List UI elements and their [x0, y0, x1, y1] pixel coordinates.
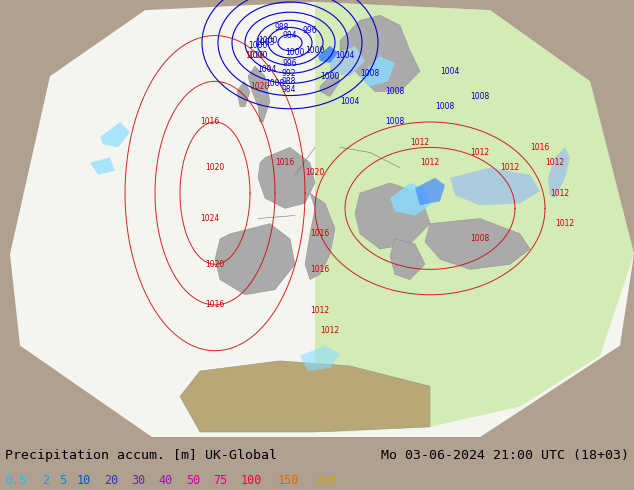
Text: 1008: 1008 — [385, 87, 404, 96]
Polygon shape — [355, 183, 430, 249]
Polygon shape — [315, 2, 634, 432]
Text: 1012: 1012 — [555, 219, 574, 228]
Text: 1008: 1008 — [470, 92, 489, 101]
Text: 1000: 1000 — [249, 41, 268, 50]
Polygon shape — [258, 147, 315, 208]
Text: 1020: 1020 — [205, 260, 224, 269]
Polygon shape — [215, 223, 295, 295]
Polygon shape — [248, 66, 270, 122]
Polygon shape — [390, 183, 430, 216]
Polygon shape — [10, 2, 634, 437]
Text: 150: 150 — [278, 474, 299, 487]
Text: 1000: 1000 — [320, 72, 340, 81]
Polygon shape — [300, 345, 340, 371]
Text: 1016: 1016 — [245, 51, 264, 60]
Text: 1012: 1012 — [550, 189, 569, 197]
Text: 1012: 1012 — [545, 158, 564, 167]
Text: 996: 996 — [283, 58, 297, 68]
Text: 1020: 1020 — [205, 163, 224, 172]
Text: 1016: 1016 — [205, 300, 224, 310]
Text: 1024: 1024 — [200, 214, 219, 223]
Text: 988: 988 — [275, 23, 289, 32]
Polygon shape — [90, 158, 115, 175]
Text: 100: 100 — [240, 474, 262, 487]
Polygon shape — [100, 122, 130, 147]
Text: 75: 75 — [213, 474, 228, 487]
Text: 1012: 1012 — [311, 306, 330, 315]
Text: 1016: 1016 — [200, 118, 219, 126]
Text: 30: 30 — [131, 474, 146, 487]
Text: 1012: 1012 — [420, 158, 439, 167]
Polygon shape — [330, 46, 365, 76]
Text: 1016: 1016 — [311, 265, 330, 274]
Text: 2: 2 — [42, 474, 49, 487]
Polygon shape — [425, 219, 530, 270]
Text: Precipitation accum. [m] UK-Global: Precipitation accum. [m] UK-Global — [5, 449, 277, 462]
Polygon shape — [320, 71, 340, 97]
Text: 1008: 1008 — [360, 69, 380, 78]
Text: 984: 984 — [283, 31, 297, 40]
Text: 1020: 1020 — [306, 168, 325, 177]
Text: 1012: 1012 — [470, 148, 489, 157]
Polygon shape — [548, 147, 570, 198]
Text: 200: 200 — [314, 474, 336, 487]
Text: 988: 988 — [281, 77, 296, 86]
Text: 1012: 1012 — [320, 326, 340, 335]
Text: 40: 40 — [158, 474, 173, 487]
Text: 984: 984 — [281, 85, 296, 94]
Text: 1004: 1004 — [335, 51, 354, 60]
Text: 1016: 1016 — [531, 143, 550, 152]
Text: 1004: 1004 — [257, 65, 276, 74]
Text: 1016: 1016 — [311, 229, 330, 238]
Text: 996: 996 — [302, 26, 317, 35]
Text: 1003: 1003 — [256, 38, 275, 47]
Text: 1008: 1008 — [436, 102, 455, 111]
Text: 1016: 1016 — [275, 158, 295, 167]
Polygon shape — [450, 168, 540, 205]
Text: 1020: 1020 — [250, 82, 269, 91]
Text: 1004: 1004 — [340, 97, 359, 106]
Text: 992: 992 — [281, 69, 296, 78]
Text: 1000: 1000 — [249, 51, 268, 60]
Polygon shape — [237, 81, 250, 107]
Text: 5: 5 — [60, 474, 67, 487]
Text: 10: 10 — [77, 474, 91, 487]
Text: Mo 03-06-2024 21:00 UTC (18+03): Mo 03-06-2024 21:00 UTC (18+03) — [381, 449, 629, 462]
Text: 1000: 1000 — [258, 36, 278, 45]
Polygon shape — [390, 239, 425, 279]
Text: 1012: 1012 — [500, 163, 519, 172]
Polygon shape — [180, 361, 430, 432]
Polygon shape — [305, 193, 335, 279]
Text: 1012: 1012 — [410, 138, 430, 147]
Polygon shape — [318, 46, 338, 63]
Text: 1000: 1000 — [306, 47, 325, 55]
Polygon shape — [360, 56, 395, 86]
Text: 1008: 1008 — [385, 118, 404, 126]
Text: 1008: 1008 — [266, 79, 285, 88]
Polygon shape — [340, 15, 420, 92]
Text: 50: 50 — [186, 474, 200, 487]
Text: 1008: 1008 — [470, 234, 489, 244]
Text: 0.5: 0.5 — [5, 474, 27, 487]
Polygon shape — [415, 178, 445, 205]
Text: 20: 20 — [104, 474, 119, 487]
Text: 1004: 1004 — [440, 67, 460, 75]
Text: 1000: 1000 — [285, 49, 305, 57]
